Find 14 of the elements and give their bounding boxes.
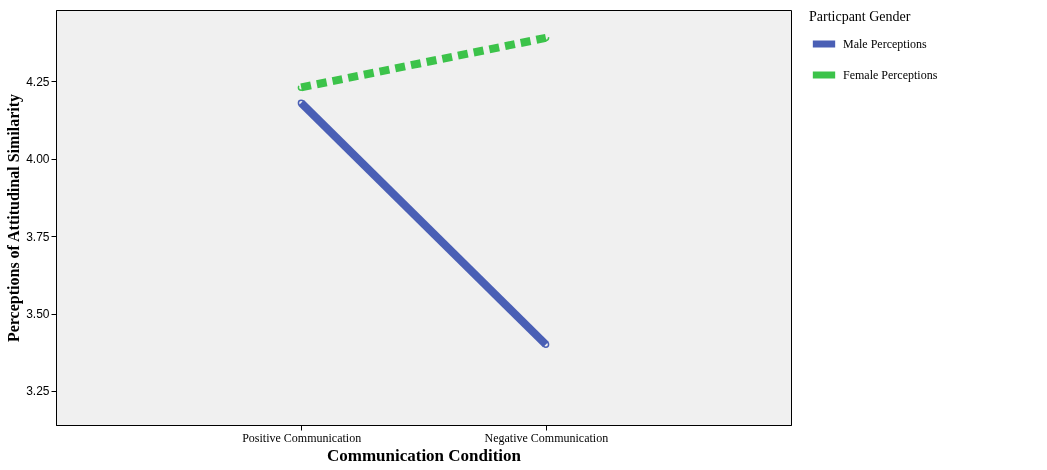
y-tick-label: 4.00 <box>26 152 50 167</box>
y-tick-label: 3.75 <box>26 229 50 244</box>
point <box>542 340 550 348</box>
x-axis-title: Communication Condition <box>326 445 522 465</box>
y-tick-label: 3.25 <box>26 384 50 399</box>
legend-label: Female Perceptions <box>843 68 938 82</box>
x-tick-label: Positive Communication <box>242 430 362 445</box>
y-tick-label: 3.50 <box>26 307 50 322</box>
x-tick-label: Negative Communication <box>484 430 609 445</box>
legend-label: Male Perceptions <box>843 37 927 51</box>
y-axis-title: Perceptions of Attitudinal Similarity <box>5 93 24 343</box>
point <box>297 99 305 107</box>
legend-title: Particpant Gender <box>809 9 911 24</box>
y-tick-label: 4.25 <box>26 74 50 89</box>
